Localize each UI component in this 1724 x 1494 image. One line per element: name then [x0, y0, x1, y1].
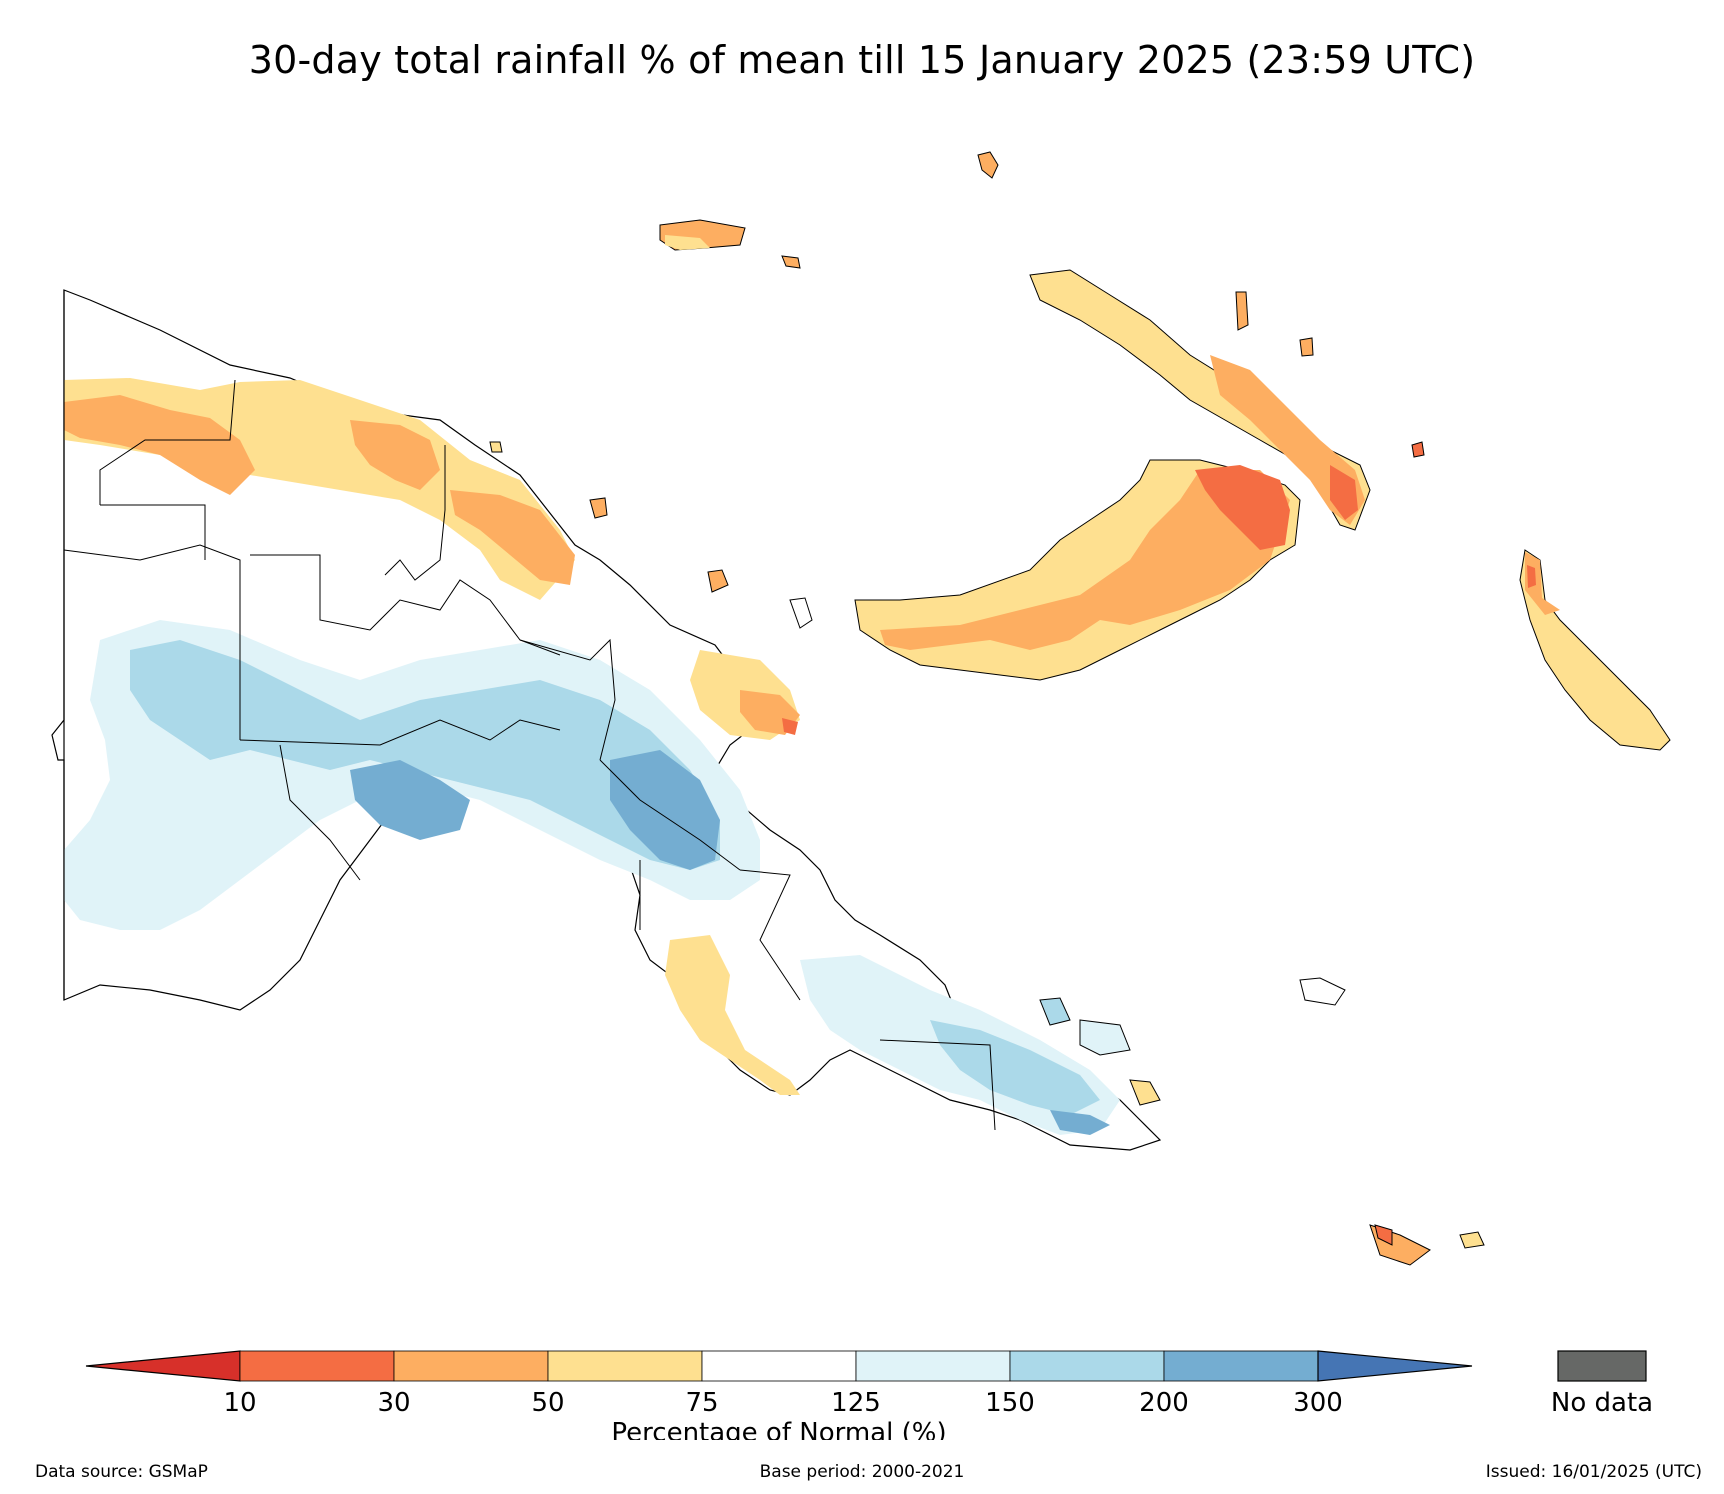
- islet-2: [589, 497, 608, 519]
- colorbar-tick-150: 150: [985, 1388, 1035, 1418]
- colorbar-box-5: [1009, 1350, 1165, 1382]
- new-ireland: [1029, 269, 1371, 531]
- manus-yellow: [665, 235, 710, 250]
- manus-islet-east: [781, 255, 801, 269]
- boundary-gulf: [279, 744, 361, 881]
- islet-5: [1299, 337, 1314, 357]
- boundary-sandaun: [63, 544, 241, 740]
- map-title: 30-day total rainfall % of mean till 15 …: [248, 38, 1476, 82]
- colorbar-box-2: [547, 1350, 703, 1382]
- morobe-yellow: [665, 935, 800, 1095]
- new-ireland-island: [1029, 269, 1371, 531]
- new-britain: [854, 459, 1301, 681]
- colorbar-tick-30: 30: [377, 1388, 410, 1418]
- boundary-morobe: [599, 759, 741, 871]
- no-data-label: No data: [1551, 1388, 1653, 1418]
- boundary-highlands-1: [239, 719, 561, 746]
- colorbar-legend: 10 30 50 75 125 150 200 300 Percentage of Normal…: [85, 1350, 1653, 1440]
- international-border: [51, 290, 65, 1000]
- islet-11: [1129, 1079, 1161, 1106]
- colorbar-label: Percentage of Normal (%): [611, 1418, 946, 1440]
- small-islands: [489, 151, 1485, 1266]
- data-source: Data source: GSMaP: [35, 1462, 208, 1482]
- north-coast-orange-central: [350, 420, 440, 490]
- madang-red: [782, 718, 798, 735]
- boundary-highlands-3: [384, 445, 446, 581]
- mainland-north-dry: [64, 378, 800, 1095]
- highlands-darkblue-east: [610, 750, 720, 870]
- issued-date: Issued: 16/01/2025 (UTC): [1485, 1462, 1702, 1482]
- islet-8: [489, 441, 503, 453]
- colorbar-tick-300: 300: [1293, 1388, 1343, 1418]
- north-coast-orange-east: [450, 490, 575, 585]
- colorbar-tick-125: 125: [831, 1388, 881, 1418]
- colorbar-tick-75: 75: [685, 1388, 718, 1418]
- boundary-highlands-2: [250, 554, 561, 656]
- islet-13: [1374, 1224, 1393, 1246]
- colorbar-tick-200: 200: [1139, 1388, 1189, 1418]
- islet-15: [789, 597, 813, 629]
- boundary-madang: [519, 638, 616, 761]
- islet-9: [1039, 997, 1071, 1026]
- highlands-darkblue: [350, 760, 470, 840]
- islet-6: [1411, 441, 1425, 458]
- colorbar-box-6: [1163, 1350, 1319, 1382]
- islet-4: [1235, 291, 1249, 331]
- new-ireland-red: [1330, 465, 1358, 520]
- islet-3: [707, 569, 729, 593]
- colorbar-box-0: [239, 1350, 395, 1382]
- islet-14: [1299, 977, 1346, 1006]
- north-coast-orange-west: [64, 395, 255, 495]
- islet-7: [1459, 1231, 1485, 1249]
- colorbar-extend-low: [85, 1350, 241, 1382]
- new-ireland-orange: [1210, 355, 1365, 525]
- islet-10: [1079, 1019, 1131, 1056]
- colorbar-extend-high: [1317, 1350, 1473, 1382]
- boundary-central: [639, 860, 801, 1001]
- islet-1: [977, 151, 999, 179]
- bougainville: [1519, 549, 1671, 751]
- boundary-oro: [879, 1039, 996, 1131]
- province-boundaries: [63, 379, 996, 1131]
- bougainville-red: [1527, 565, 1536, 588]
- base-period: Base period: 2000-2021: [759, 1462, 965, 1482]
- colorbar-box-1: [393, 1350, 549, 1382]
- mainland-wet: [64, 620, 1120, 1135]
- colorbar-tick-10: 10: [223, 1388, 256, 1418]
- no-data-swatch: [1557, 1350, 1647, 1382]
- rainfall-map: [51, 151, 1671, 1266]
- new-britain-orange: [880, 470, 1290, 650]
- manus-islands: [659, 219, 801, 269]
- south-coast-darkblue: [1050, 1110, 1110, 1135]
- colorbar-tick-50: 50: [531, 1388, 564, 1418]
- new-britain-red: [1195, 465, 1290, 550]
- colorbar-box-3: [701, 1350, 857, 1382]
- colorbar-box-4: [855, 1350, 1011, 1382]
- highlands-midblue: [130, 640, 720, 870]
- boundary-east-sepik: [99, 379, 236, 560]
